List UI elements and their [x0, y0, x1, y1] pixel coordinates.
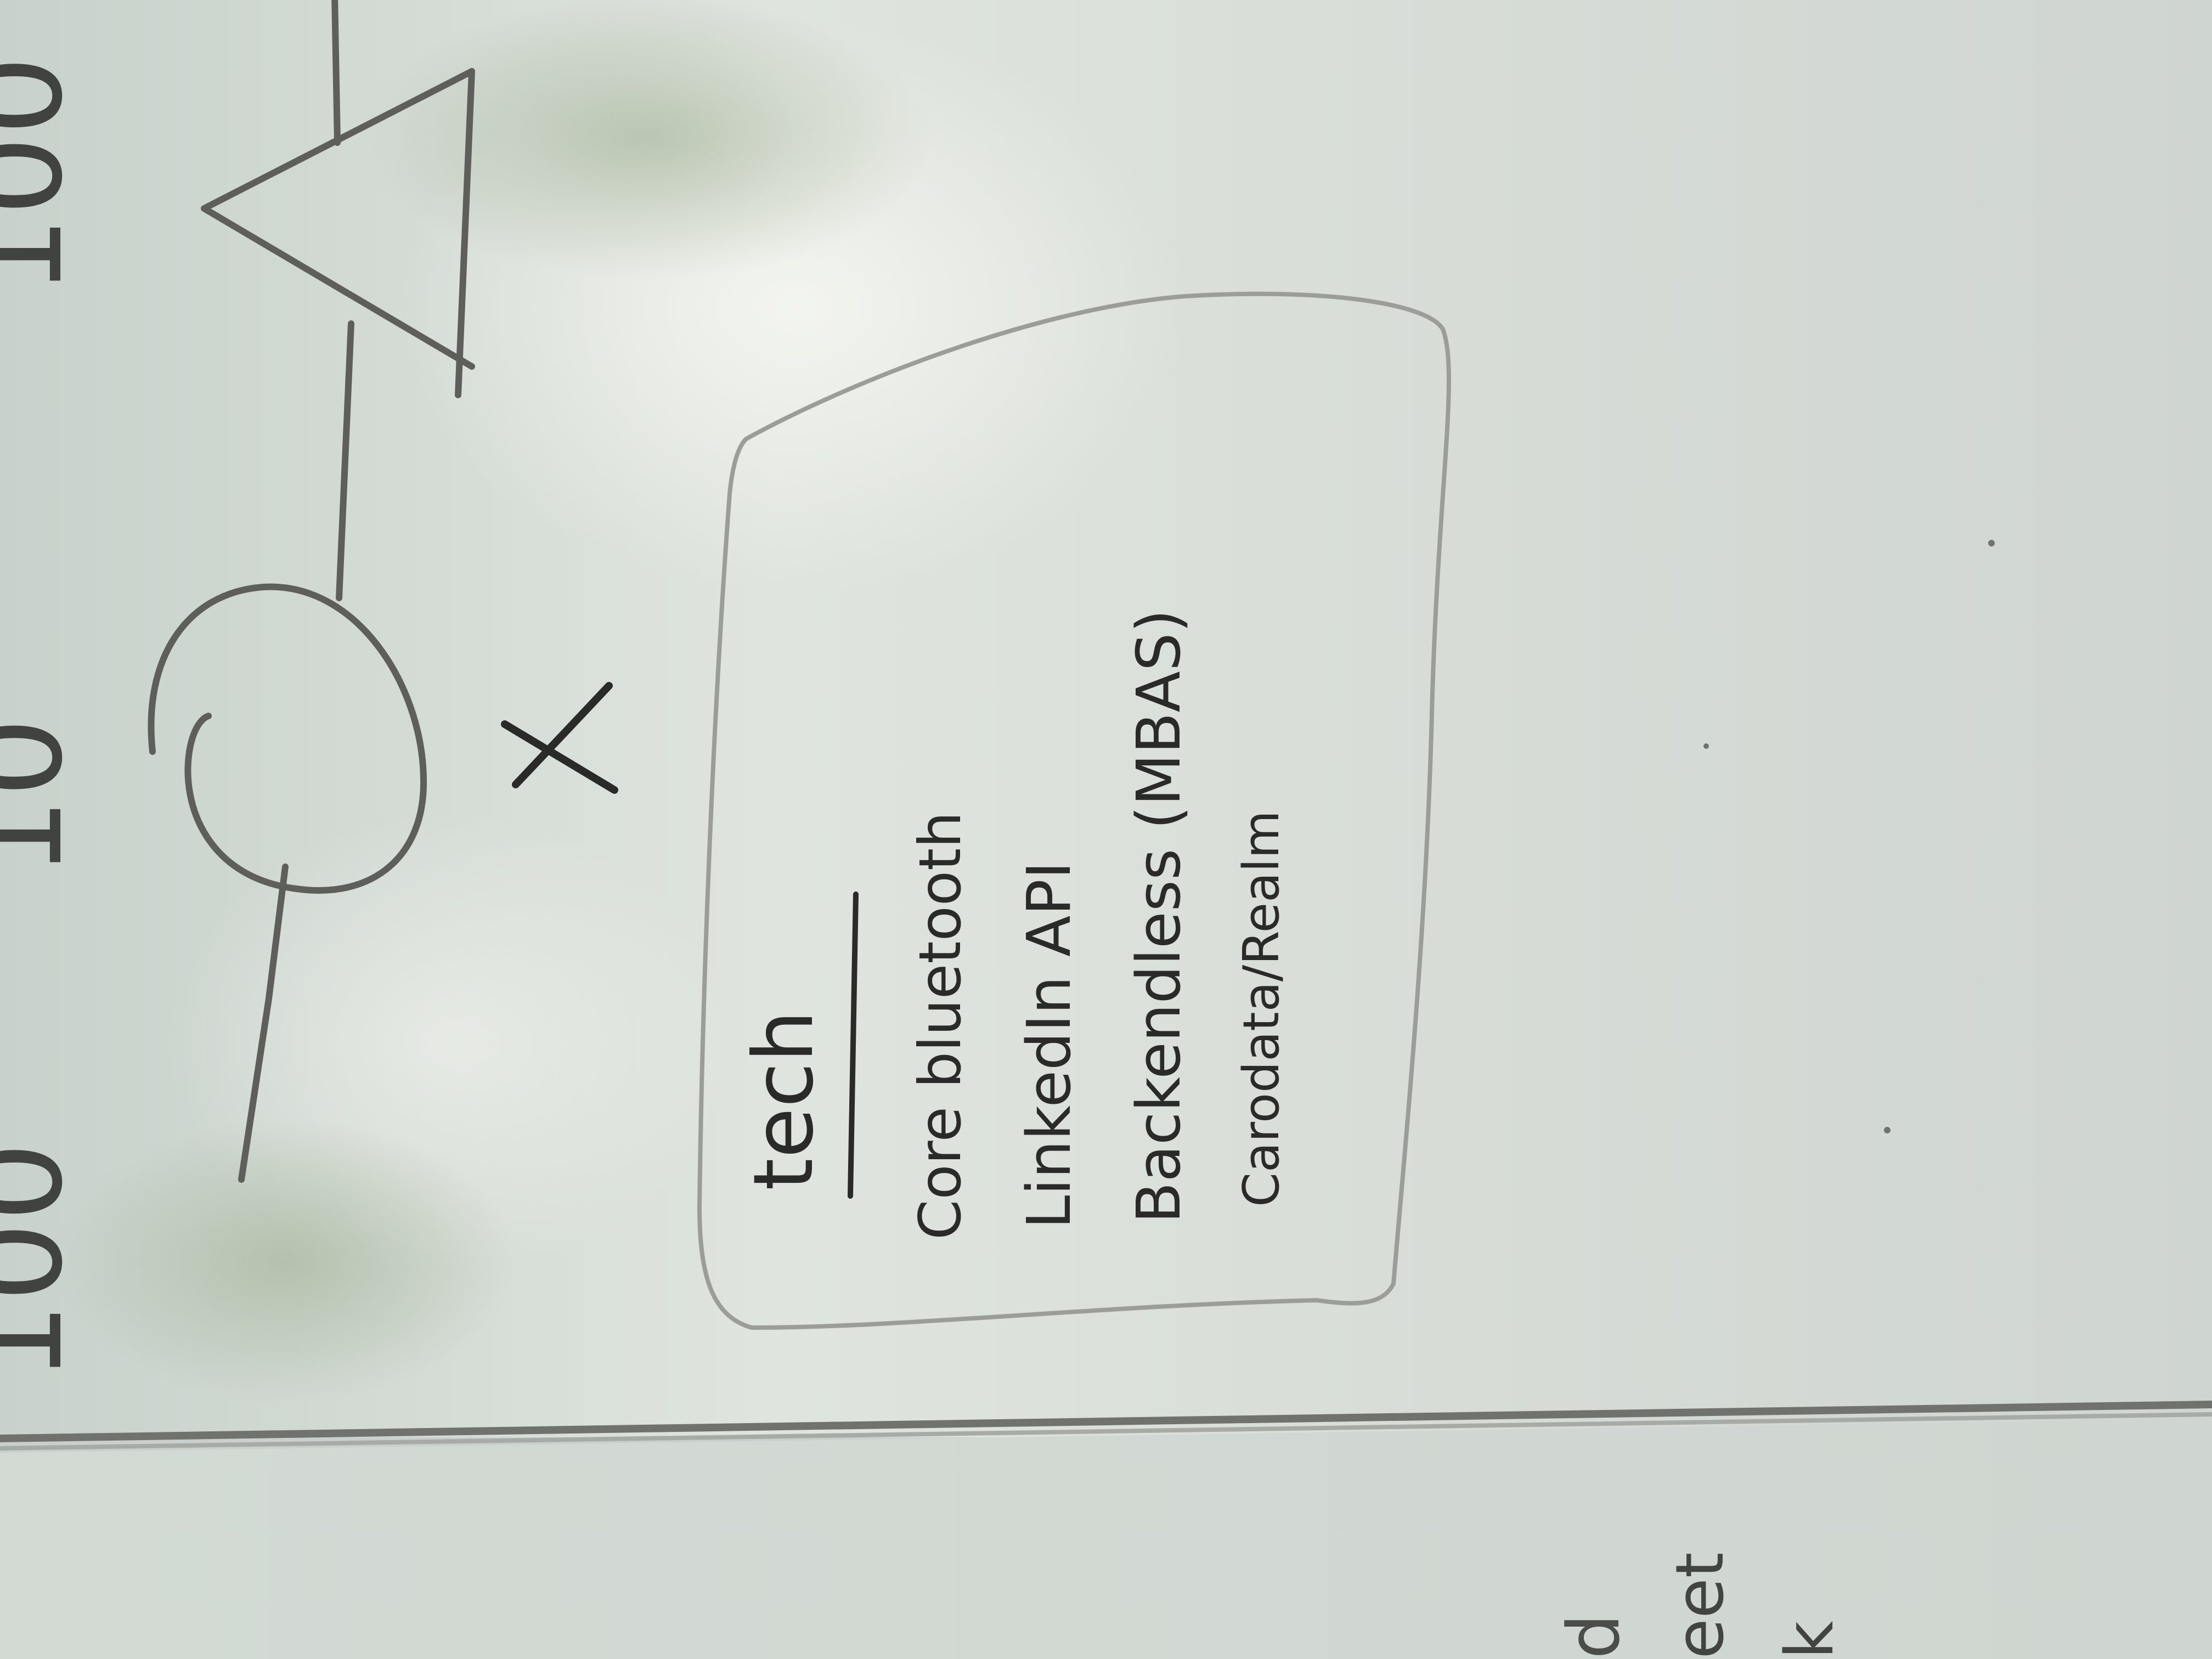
lower-panel: [0, 1419, 2212, 1659]
tech-heading: tech: [736, 1010, 832, 1190]
lower-panel-writing: d eet k: [1552, 1552, 1848, 1659]
triangle-sketch: [201, 0, 475, 601]
lower-fragment-1: d: [1552, 1613, 1635, 1659]
note-line-1: Core bluetooth: [907, 811, 974, 1240]
note-line-3: Backendless (MBAS): [1124, 610, 1194, 1223]
x-mark: [501, 682, 618, 794]
lower-fragment-3: k: [1772, 1621, 1848, 1659]
circle-sketch: [148, 583, 427, 1183]
tech-notes: tech Core bluetooth LinkedIn API Backend…: [736, 610, 1290, 1240]
board-frame-edge: [0, 1401, 2212, 1442]
speck: [1703, 743, 1709, 749]
number-100-left: 100: [0, 1142, 91, 1383]
number-100-right: 100: [0, 55, 91, 296]
top-numbers: 100 10 100: [0, 55, 91, 1383]
number-10: 10: [0, 717, 91, 878]
speck: [1988, 540, 1995, 546]
note-line-2: LinkedIn API: [1014, 861, 1084, 1229]
note-line-4: Carodata/Realm: [1233, 810, 1290, 1207]
lower-fragment-2: eet: [1662, 1552, 1739, 1659]
tech-box-outline: [697, 291, 1451, 1330]
tree-reflection: [362, 0, 933, 280]
heading-underline: [848, 891, 859, 1199]
speck: [1884, 1127, 1891, 1133]
tree-reflection-2: [55, 1119, 516, 1404]
board-frame-highlight: [0, 1412, 2212, 1451]
